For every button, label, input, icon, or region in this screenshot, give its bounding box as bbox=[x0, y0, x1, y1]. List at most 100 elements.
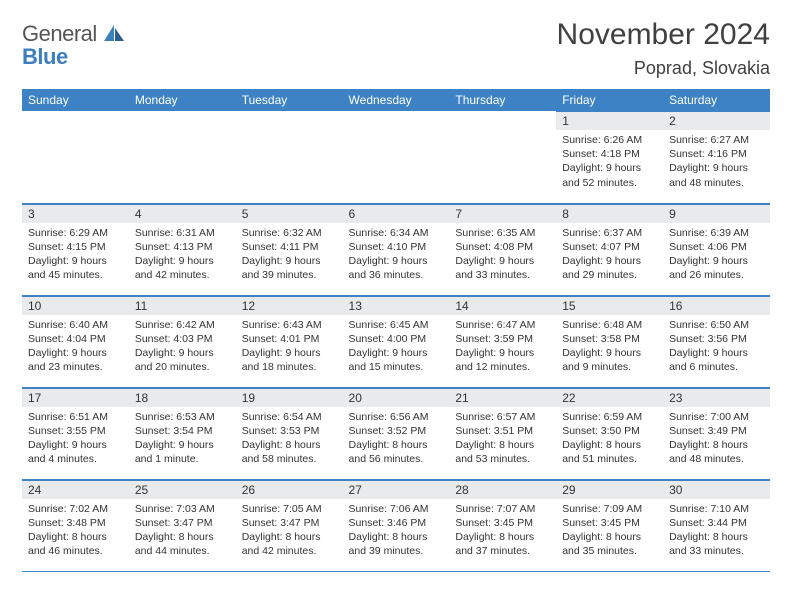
sunset-text: Sunset: 3:46 PM bbox=[349, 516, 444, 530]
daylight-text: Daylight: 8 hours and 58 minutes. bbox=[242, 438, 337, 466]
day-details: Sunrise: 7:02 AMSunset: 3:48 PMDaylight:… bbox=[22, 499, 129, 565]
day-number: 29 bbox=[556, 480, 663, 499]
calendar-cell bbox=[22, 111, 129, 203]
logo-line2: Blue bbox=[22, 44, 68, 69]
day-number: 13 bbox=[343, 296, 450, 315]
sunset-text: Sunset: 3:58 PM bbox=[562, 332, 657, 346]
calendar-cell: 17Sunrise: 6:51 AMSunset: 3:55 PMDayligh… bbox=[22, 387, 129, 479]
sunrise-text: Sunrise: 6:48 AM bbox=[562, 318, 657, 332]
col-friday: Friday bbox=[556, 89, 663, 111]
sunrise-text: Sunrise: 6:42 AM bbox=[135, 318, 230, 332]
col-wednesday: Wednesday bbox=[343, 89, 450, 111]
sunset-text: Sunset: 4:00 PM bbox=[349, 332, 444, 346]
calendar-cell bbox=[449, 111, 556, 203]
calendar-cell: 3Sunrise: 6:29 AMSunset: 4:15 PMDaylight… bbox=[22, 203, 129, 295]
daylight-text: Daylight: 8 hours and 35 minutes. bbox=[562, 530, 657, 558]
day-details: Sunrise: 6:26 AMSunset: 4:18 PMDaylight:… bbox=[556, 130, 663, 196]
sunrise-text: Sunrise: 7:06 AM bbox=[349, 502, 444, 516]
day-number: 22 bbox=[556, 388, 663, 407]
sunrise-text: Sunrise: 6:50 AM bbox=[669, 318, 764, 332]
day-details: Sunrise: 6:45 AMSunset: 4:00 PMDaylight:… bbox=[343, 315, 450, 381]
day-number: 7 bbox=[449, 204, 556, 223]
daylight-text: Daylight: 9 hours and 23 minutes. bbox=[28, 346, 123, 374]
daylight-text: Daylight: 9 hours and 20 minutes. bbox=[135, 346, 230, 374]
day-details: Sunrise: 7:10 AMSunset: 3:44 PMDaylight:… bbox=[663, 499, 770, 565]
day-details: Sunrise: 6:50 AMSunset: 3:56 PMDaylight:… bbox=[663, 315, 770, 381]
day-number: 12 bbox=[236, 296, 343, 315]
day-number: 27 bbox=[343, 480, 450, 499]
day-details: Sunrise: 6:43 AMSunset: 4:01 PMDaylight:… bbox=[236, 315, 343, 381]
day-details: Sunrise: 6:42 AMSunset: 4:03 PMDaylight:… bbox=[129, 315, 236, 381]
col-tuesday: Tuesday bbox=[236, 89, 343, 111]
day-details: Sunrise: 7:03 AMSunset: 3:47 PMDaylight:… bbox=[129, 499, 236, 565]
daylight-text: Daylight: 9 hours and 26 minutes. bbox=[669, 254, 764, 282]
daylight-text: Daylight: 9 hours and 42 minutes. bbox=[135, 254, 230, 282]
day-number: 2 bbox=[663, 111, 770, 130]
sunset-text: Sunset: 3:44 PM bbox=[669, 516, 764, 530]
day-details: Sunrise: 6:57 AMSunset: 3:51 PMDaylight:… bbox=[449, 407, 556, 473]
day-details: Sunrise: 7:00 AMSunset: 3:49 PMDaylight:… bbox=[663, 407, 770, 473]
day-details: Sunrise: 6:29 AMSunset: 4:15 PMDaylight:… bbox=[22, 223, 129, 289]
calendar-cell: 24Sunrise: 7:02 AMSunset: 3:48 PMDayligh… bbox=[22, 479, 129, 571]
calendar-cell: 12Sunrise: 6:43 AMSunset: 4:01 PMDayligh… bbox=[236, 295, 343, 387]
daylight-text: Daylight: 9 hours and 12 minutes. bbox=[455, 346, 550, 374]
calendar-cell: 6Sunrise: 6:34 AMSunset: 4:10 PMDaylight… bbox=[343, 203, 450, 295]
daylight-text: Daylight: 9 hours and 48 minutes. bbox=[669, 161, 764, 189]
calendar-cell: 10Sunrise: 6:40 AMSunset: 4:04 PMDayligh… bbox=[22, 295, 129, 387]
calendar-row: 10Sunrise: 6:40 AMSunset: 4:04 PMDayligh… bbox=[22, 295, 770, 387]
day-details: Sunrise: 6:32 AMSunset: 4:11 PMDaylight:… bbox=[236, 223, 343, 289]
day-details: Sunrise: 6:48 AMSunset: 3:58 PMDaylight:… bbox=[556, 315, 663, 381]
sunset-text: Sunset: 4:11 PM bbox=[242, 240, 337, 254]
daylight-text: Daylight: 8 hours and 48 minutes. bbox=[669, 438, 764, 466]
day-details: Sunrise: 7:07 AMSunset: 3:45 PMDaylight:… bbox=[449, 499, 556, 565]
sunset-text: Sunset: 4:18 PM bbox=[562, 147, 657, 161]
day-details: Sunrise: 6:53 AMSunset: 3:54 PMDaylight:… bbox=[129, 407, 236, 473]
day-details: Sunrise: 6:40 AMSunset: 4:04 PMDaylight:… bbox=[22, 315, 129, 381]
sunset-text: Sunset: 3:47 PM bbox=[242, 516, 337, 530]
daylight-text: Daylight: 9 hours and 1 minute. bbox=[135, 438, 230, 466]
daylight-text: Daylight: 8 hours and 42 minutes. bbox=[242, 530, 337, 558]
day-details: Sunrise: 7:05 AMSunset: 3:47 PMDaylight:… bbox=[236, 499, 343, 565]
day-number: 28 bbox=[449, 480, 556, 499]
sunset-text: Sunset: 3:53 PM bbox=[242, 424, 337, 438]
sunrise-text: Sunrise: 6:29 AM bbox=[28, 226, 123, 240]
calendar-cell: 8Sunrise: 6:37 AMSunset: 4:07 PMDaylight… bbox=[556, 203, 663, 295]
day-number: 3 bbox=[22, 204, 129, 223]
sunrise-text: Sunrise: 6:40 AM bbox=[28, 318, 123, 332]
calendar-cell: 14Sunrise: 6:47 AMSunset: 3:59 PMDayligh… bbox=[449, 295, 556, 387]
day-number: 20 bbox=[343, 388, 450, 407]
day-details: Sunrise: 6:56 AMSunset: 3:52 PMDaylight:… bbox=[343, 407, 450, 473]
daylight-text: Daylight: 9 hours and 45 minutes. bbox=[28, 254, 123, 282]
day-number: 16 bbox=[663, 296, 770, 315]
col-monday: Monday bbox=[129, 89, 236, 111]
sunset-text: Sunset: 3:52 PM bbox=[349, 424, 444, 438]
sunrise-text: Sunrise: 6:45 AM bbox=[349, 318, 444, 332]
day-number: 9 bbox=[663, 204, 770, 223]
calendar-cell: 26Sunrise: 7:05 AMSunset: 3:47 PMDayligh… bbox=[236, 479, 343, 571]
sunrise-text: Sunrise: 7:07 AM bbox=[455, 502, 550, 516]
daylight-text: Daylight: 9 hours and 39 minutes. bbox=[242, 254, 337, 282]
calendar-cell: 1Sunrise: 6:26 AMSunset: 4:18 PMDaylight… bbox=[556, 111, 663, 203]
day-details: Sunrise: 6:37 AMSunset: 4:07 PMDaylight:… bbox=[556, 223, 663, 289]
sunrise-text: Sunrise: 6:56 AM bbox=[349, 410, 444, 424]
daylight-text: Daylight: 9 hours and 52 minutes. bbox=[562, 161, 657, 189]
calendar-cell: 9Sunrise: 6:39 AMSunset: 4:06 PMDaylight… bbox=[663, 203, 770, 295]
sunset-text: Sunset: 4:06 PM bbox=[669, 240, 764, 254]
day-details: Sunrise: 6:31 AMSunset: 4:13 PMDaylight:… bbox=[129, 223, 236, 289]
day-details: Sunrise: 6:59 AMSunset: 3:50 PMDaylight:… bbox=[556, 407, 663, 473]
calendar-cell: 11Sunrise: 6:42 AMSunset: 4:03 PMDayligh… bbox=[129, 295, 236, 387]
sunrise-text: Sunrise: 6:47 AM bbox=[455, 318, 550, 332]
title-block: November 2024 Poprad, Slovakia bbox=[557, 18, 770, 79]
sunrise-text: Sunrise: 6:31 AM bbox=[135, 226, 230, 240]
sunrise-text: Sunrise: 6:51 AM bbox=[28, 410, 123, 424]
daylight-text: Daylight: 9 hours and 15 minutes. bbox=[349, 346, 444, 374]
day-header-row: Sunday Monday Tuesday Wednesday Thursday… bbox=[22, 89, 770, 111]
day-number: 10 bbox=[22, 296, 129, 315]
calendar-cell: 5Sunrise: 6:32 AMSunset: 4:11 PMDaylight… bbox=[236, 203, 343, 295]
daylight-text: Daylight: 9 hours and 18 minutes. bbox=[242, 346, 337, 374]
sunset-text: Sunset: 3:59 PM bbox=[455, 332, 550, 346]
day-details: Sunrise: 6:39 AMSunset: 4:06 PMDaylight:… bbox=[663, 223, 770, 289]
daylight-text: Daylight: 8 hours and 53 minutes. bbox=[455, 438, 550, 466]
sunrise-text: Sunrise: 6:35 AM bbox=[455, 226, 550, 240]
daylight-text: Daylight: 9 hours and 9 minutes. bbox=[562, 346, 657, 374]
